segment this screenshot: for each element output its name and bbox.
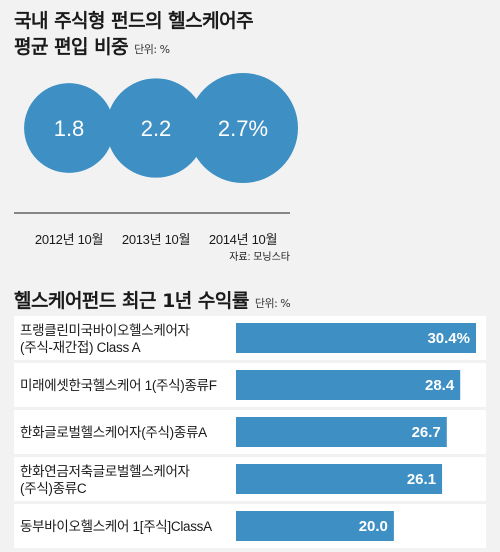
chart1-unit: 단위: % <box>134 43 170 56</box>
chart1-title: 국내 주식형 펀드의 헬스케어주 평균 편입 비중 단위: % <box>14 8 254 63</box>
bar-label-3-1: (주식)종류C <box>20 481 87 496</box>
bubble-0 <box>24 83 114 173</box>
bubble-value-2: 2.7% <box>218 116 268 141</box>
bar-4 <box>236 511 394 541</box>
bar-3 <box>236 464 443 494</box>
bar-2 <box>236 417 447 447</box>
bubble-label-1: 2013년 10월 <box>122 232 190 247</box>
bar-label-4-0: 동부바이오헬스케어 1[주식]ClassA <box>20 519 212 534</box>
bar-label-1-0: 미래에셋한국헬스케어 1(주식)종류F <box>20 378 217 393</box>
bubble-value-0: 1.8 <box>54 116 85 141</box>
bar-value-1: 28.4 <box>425 377 455 394</box>
bubble-1 <box>106 78 206 178</box>
bubble-chart: 1.8 2012년 10월 2.2 2013년 10월 2.7% 2014년 10월자료:… <box>14 73 298 263</box>
chart1-title-line2: 평균 편입 비중 <box>14 36 129 58</box>
bar-label-3-0: 한화연금저축글로벌헬스케어자 <box>20 464 191 479</box>
bar-0 <box>236 323 476 353</box>
bar-label-2-0: 한화글로벌헬스케어자(주식)종류A <box>20 425 207 440</box>
bubble-2 <box>188 73 298 183</box>
bar-value-4: 20.0 <box>359 518 388 535</box>
bar-label-0-0: 프랭클린미국바이오헬스케어자 <box>20 323 191 338</box>
chart2-title-text: 헬스케어펀드 최근 1년 수익률 <box>14 290 249 312</box>
chart2-unit: 단위: % <box>254 297 291 310</box>
chart2-title: 헬스케어펀드 최근 1년 수익률 단위: % <box>14 286 291 313</box>
bar-label-0-1: (주식-재간접) Class A <box>20 340 141 355</box>
bubble-value-1: 2.2 <box>141 116 172 141</box>
bar-value-2: 26.7 <box>412 424 441 441</box>
bubble-label-2: 2014년 10월 <box>209 232 277 247</box>
bar-1 <box>236 370 461 400</box>
bar-value-3: 26.1 <box>407 471 436 488</box>
chart1-title-line1: 국내 주식형 펀드의 헬스케어주 <box>14 10 254 32</box>
bar-value-0: 30.4% <box>427 330 470 347</box>
bubble-label-0: 2012년 10월 <box>35 232 103 247</box>
source-note: 자료: 모닝스타 <box>229 251 290 263</box>
bar-chart: 30.4% 프랭클린미국바이오헬스케어자 (주식-재간접) Class A 28.4 미… <box>14 316 486 548</box>
